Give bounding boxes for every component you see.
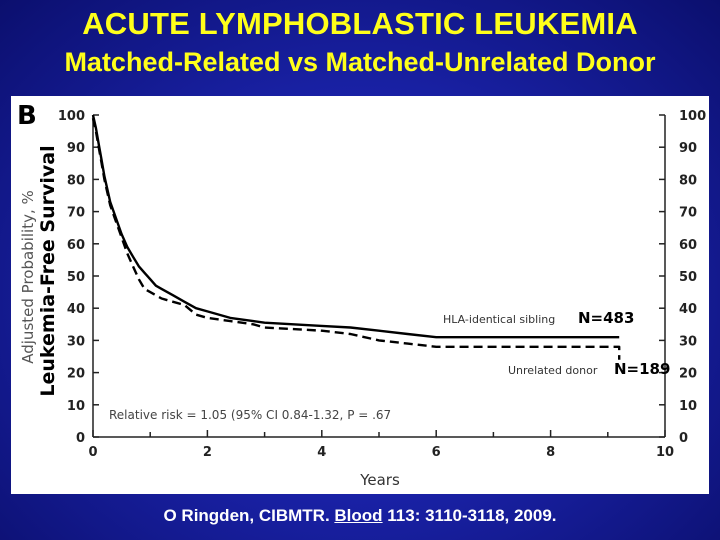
y-tick-label-right: 80: [679, 173, 697, 188]
chart-series: [91, 114, 621, 360]
x-tick-label: 0: [88, 445, 97, 460]
x-tick-label: 4: [317, 445, 326, 460]
y-tick-label-left: 90: [67, 141, 85, 156]
y-tick-label-right: 30: [679, 334, 697, 349]
citation-details: 113: 3110-3118, 2009.: [382, 506, 557, 525]
y-tick-label-left: 100: [58, 109, 85, 124]
y-tick-label-left: 0: [76, 431, 85, 446]
x-tick-label: 2: [203, 445, 212, 460]
page-title: ACUTE LYMPHOBLASTIC LEUKEMIA: [82, 6, 638, 41]
x-tick-label: 10: [656, 445, 674, 460]
relative-risk-annotation: Relative risk = 1.05 (95% CI 0.84-1.32, …: [109, 408, 391, 422]
citation-author: O Ringden, CIBMTR.: [163, 506, 335, 525]
y-tick-label-right: 90: [679, 141, 697, 156]
page-subtitle: Matched-Related vs Matched-Unrelated Don…: [64, 47, 656, 77]
citation: O Ringden, CIBMTR. Blood 113: 3110-3118,…: [0, 506, 720, 526]
y-tick-label-left: 70: [67, 206, 85, 221]
y-tick-label-left: 30: [67, 334, 85, 349]
y-tick-label-right: 100: [679, 109, 706, 124]
y-tick-label-right: 20: [679, 367, 697, 382]
y-axis-label: Adjusted Probability, %: [19, 190, 37, 364]
y-tick-label-right: 10: [679, 399, 697, 414]
n-label-unrelated-donor: N=189: [614, 360, 670, 378]
y-axis-overlay-label: Leukemia-Free Survival: [37, 145, 59, 396]
y-tick-label-left: 40: [67, 302, 85, 317]
n-label-hla-identical-sibling: N=483: [578, 309, 634, 327]
y-tick-label-right: 40: [679, 302, 697, 317]
chart-panel: 0 0 10 10 20 20 30 30 40 40 50 50 60 60 70 70 80 80 90 90 10…: [11, 96, 709, 494]
x-axis-label: Years: [359, 471, 400, 489]
series-line-0: [91, 114, 620, 339]
y-tick-label-right: 70: [679, 206, 697, 221]
y-tick-label-right: 60: [679, 238, 697, 253]
y-tick-label-right: 50: [679, 270, 697, 285]
y-tick-label-left: 10: [67, 399, 85, 414]
y-tick-label-left: 80: [67, 173, 85, 188]
panel-label: B: [17, 101, 37, 131]
y-tick-label-left: 60: [67, 238, 85, 253]
y-tick-label-left: 20: [67, 367, 85, 382]
x-tick-label: 6: [432, 445, 441, 460]
legend-unrelated-donor: Unrelated donor: [508, 364, 598, 377]
chart-axes: [92, 115, 666, 438]
y-tick-label-right: 0: [679, 431, 688, 446]
x-tick-label: 8: [546, 445, 555, 460]
y-tick-label-left: 50: [67, 270, 85, 285]
citation-journal: Blood: [334, 506, 383, 525]
legend-hla-identical-sibling: HLA-identical sibling: [443, 313, 555, 326]
